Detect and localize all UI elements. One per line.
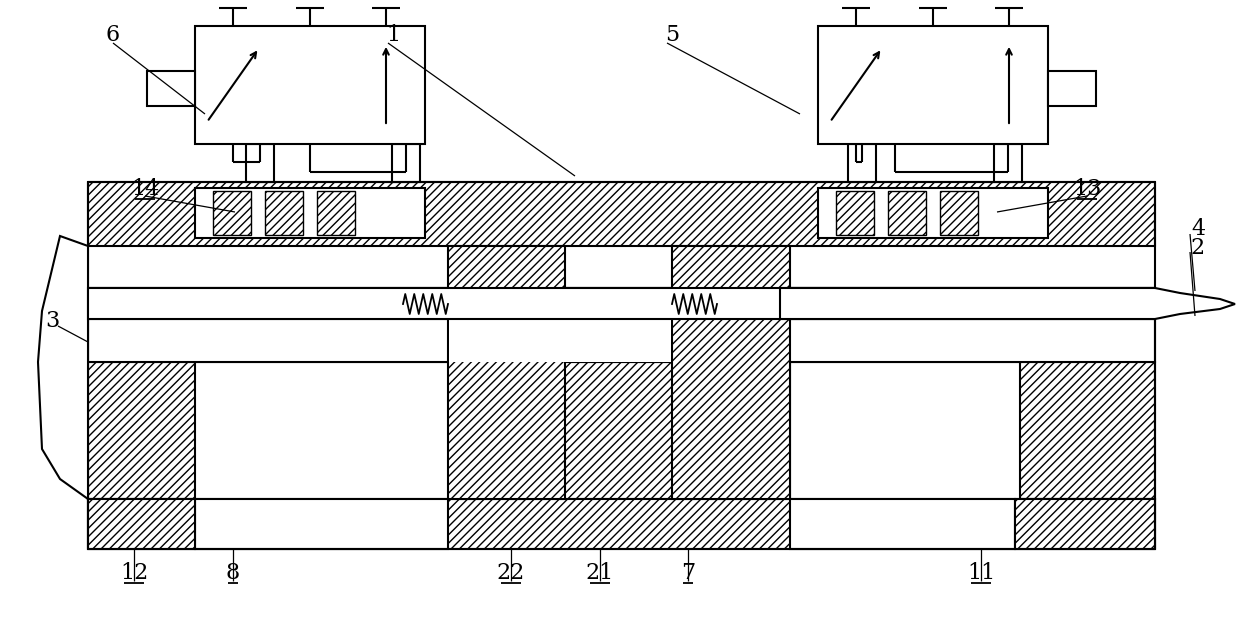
Bar (672, 246, 790, 499)
Bar (790, 499, 1016, 549)
Bar (1048, 71, 1096, 106)
Text: 21: 21 (585, 562, 614, 584)
Bar (88, 499, 195, 549)
Bar (818, 188, 1048, 238)
Bar (88, 182, 1154, 246)
Bar (790, 362, 1021, 499)
Text: 2: 2 (1190, 237, 1205, 259)
Bar (265, 191, 303, 235)
Text: 14: 14 (131, 178, 159, 200)
Text: 1: 1 (386, 24, 401, 46)
Bar (195, 188, 425, 238)
Bar (88, 288, 1154, 362)
Text: 5: 5 (665, 24, 680, 46)
Bar (836, 191, 874, 235)
Bar (317, 191, 355, 235)
Text: 6: 6 (105, 24, 120, 46)
Bar (195, 499, 448, 549)
Bar (246, 144, 274, 182)
Bar (449, 288, 671, 319)
Text: 4: 4 (1190, 218, 1205, 240)
Bar (848, 144, 875, 182)
Text: 11: 11 (967, 562, 996, 584)
Text: 7: 7 (681, 562, 696, 584)
Bar (448, 246, 565, 499)
Bar (195, 26, 425, 144)
Text: 8: 8 (226, 562, 241, 584)
Bar (392, 144, 420, 182)
Bar (940, 191, 978, 235)
Text: 22: 22 (497, 562, 525, 584)
Bar (148, 71, 195, 106)
Bar (88, 499, 1154, 549)
Bar (994, 144, 1022, 182)
Polygon shape (780, 288, 1235, 319)
Polygon shape (38, 236, 88, 499)
Bar (213, 191, 250, 235)
Bar (88, 288, 1154, 319)
Text: 3: 3 (45, 310, 60, 332)
Text: 13: 13 (1073, 178, 1101, 200)
Bar (818, 26, 1048, 144)
Bar (88, 362, 1154, 499)
Bar (88, 288, 1154, 319)
Bar (195, 362, 450, 499)
Text: 12: 12 (120, 562, 148, 584)
Bar (888, 191, 926, 235)
Bar (449, 288, 671, 362)
Bar (1016, 499, 1154, 549)
